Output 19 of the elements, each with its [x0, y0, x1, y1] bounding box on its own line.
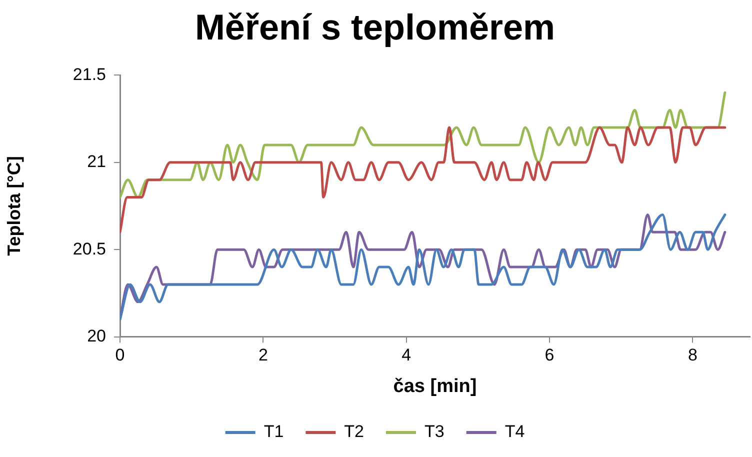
- y-tick-label: 20: [87, 326, 106, 346]
- y-tick-label: 20.5: [72, 239, 106, 258]
- legend-label: T3: [424, 422, 444, 442]
- x-tick-label: 6: [544, 346, 554, 365]
- legend-label: T1: [264, 422, 284, 442]
- legend-label: T2: [344, 422, 364, 442]
- line-series: [120, 213, 726, 321]
- x-tick-label: 2: [258, 346, 268, 365]
- legend-label: T4: [504, 422, 525, 442]
- y-tick-label: 21: [87, 152, 106, 172]
- x-axis-title: čas [min]: [393, 376, 477, 397]
- line-series: [120, 91, 726, 199]
- line-series: [120, 126, 726, 234]
- x-tick-label: 8: [688, 346, 698, 365]
- y-axis-title: Teplota [°C]: [4, 156, 24, 256]
- chart-title: Měření s teploměrem: [194, 6, 556, 48]
- x-tick-label: 4: [402, 346, 412, 365]
- y-tick-label: 21.5: [72, 64, 106, 84]
- x-tick-label: 0: [115, 346, 125, 365]
